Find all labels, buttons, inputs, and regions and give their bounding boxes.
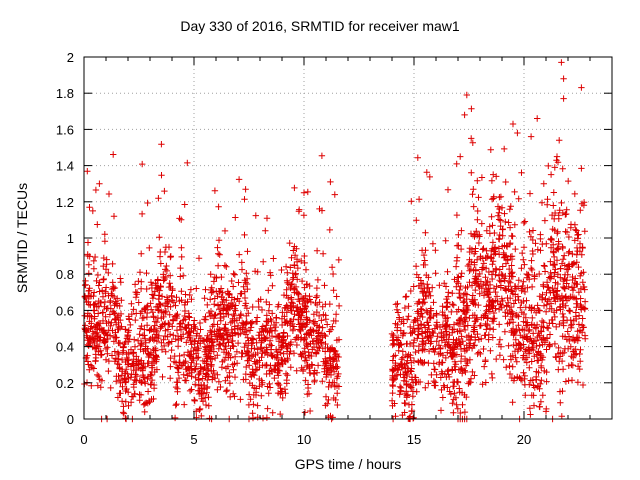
y-tick-label: 1.6	[56, 122, 74, 137]
y-tick-label: 0.8	[56, 267, 74, 282]
chart-title: Day 330 of 2016, SRMTID for receiver maw…	[180, 18, 460, 34]
data-points	[81, 59, 589, 423]
y-tick-label: 0.2	[56, 376, 74, 391]
y-tick-label: 2	[67, 50, 74, 65]
y-tick-label: 1.4	[56, 159, 74, 174]
y-tick-label: 1	[67, 231, 74, 246]
y-tick-label: 0	[67, 412, 74, 427]
scatter-markers	[81, 59, 589, 423]
x-tick-label: 15	[407, 432, 421, 447]
x-axis-label: GPS time / hours	[294, 456, 402, 472]
y-tick-label: 1.2	[56, 195, 74, 210]
axis-ticks: 00.20.40.60.811.21.41.61.820 5 10 15 20	[56, 50, 612, 447]
y-tick-label: 0.6	[56, 303, 74, 318]
y-axis-label: SRMTID / TECUs	[14, 182, 30, 294]
x-tick-label: 10	[297, 432, 311, 447]
y-tick-label: 0.4	[56, 340, 74, 355]
y-tick-label: 1.8	[56, 86, 74, 101]
x-tick-label: 0	[80, 432, 87, 447]
x-tick-label: 20	[517, 432, 531, 447]
x-tick-label: 5	[190, 432, 197, 447]
